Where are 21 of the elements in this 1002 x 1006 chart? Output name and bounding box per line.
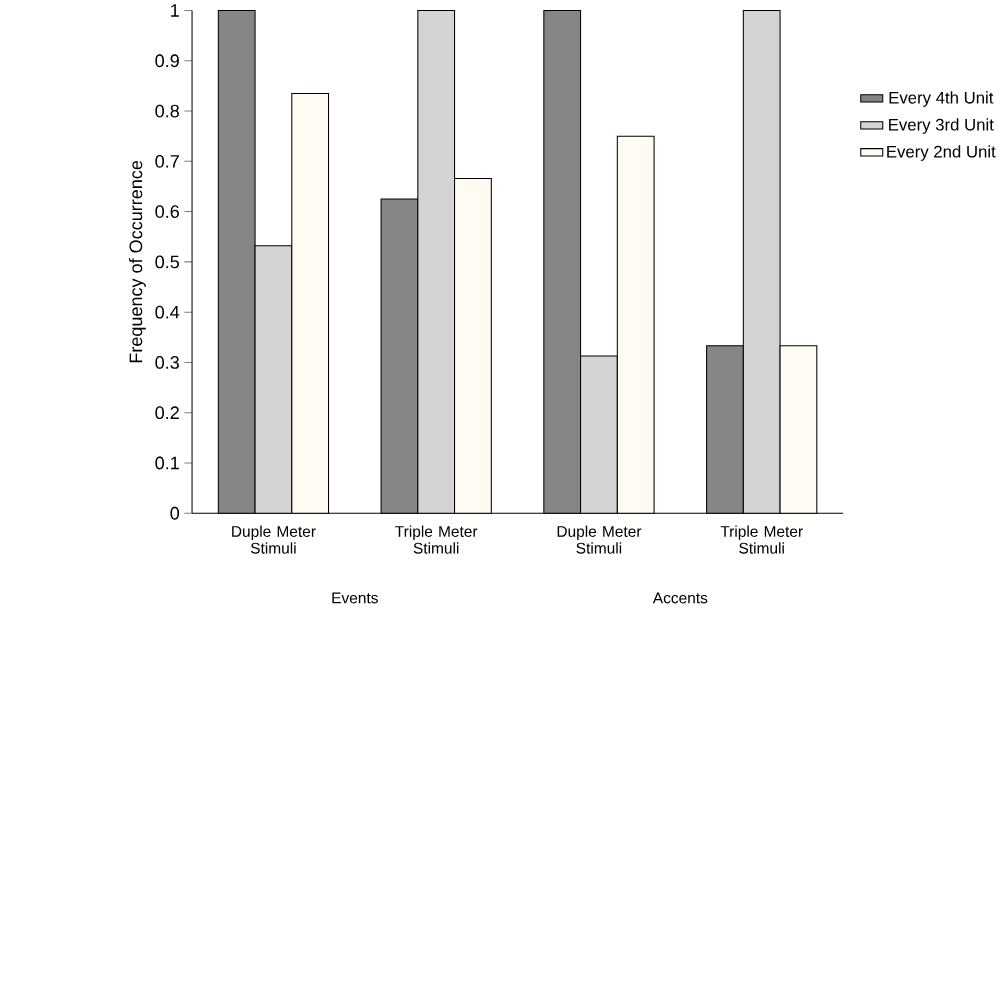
y-tick-label: 0.7: [155, 154, 179, 168]
y-axis-title: Frequency of Occurrence: [128, 160, 146, 363]
y-tick-label: 1: [171, 4, 179, 17]
x-tick-label: Duple Meter Stimuli: [232, 525, 316, 554]
y-tick-label: 0.8: [155, 104, 179, 118]
x-tick-label: Duple Meter Stimuli: [557, 525, 642, 554]
y-tick-label: 0.4: [155, 305, 180, 319]
legend-label: Every 2nd Unit: [887, 145, 996, 161]
legend-label: Every 4th Unit: [889, 91, 994, 107]
y-tick-label: 0.2: [155, 406, 179, 420]
y-tick-label: 0.3: [155, 356, 179, 369]
y-tick-label: 0.1: [155, 456, 179, 470]
x-tick-label: Triple Meter Stimuli: [720, 525, 803, 554]
y-tick-label: 0.5: [155, 255, 179, 269]
legend-label: Every 3rd Unit: [889, 118, 994, 134]
text: Accents: [652, 592, 708, 604]
y-tick-label: 0.6: [155, 205, 179, 218]
x-tick-label: Triple Meter Stimuli: [395, 525, 478, 554]
y-tick-label: 0: [170, 506, 179, 520]
y-tick-label: 0.9: [155, 54, 179, 68]
text: Events: [332, 592, 378, 604]
